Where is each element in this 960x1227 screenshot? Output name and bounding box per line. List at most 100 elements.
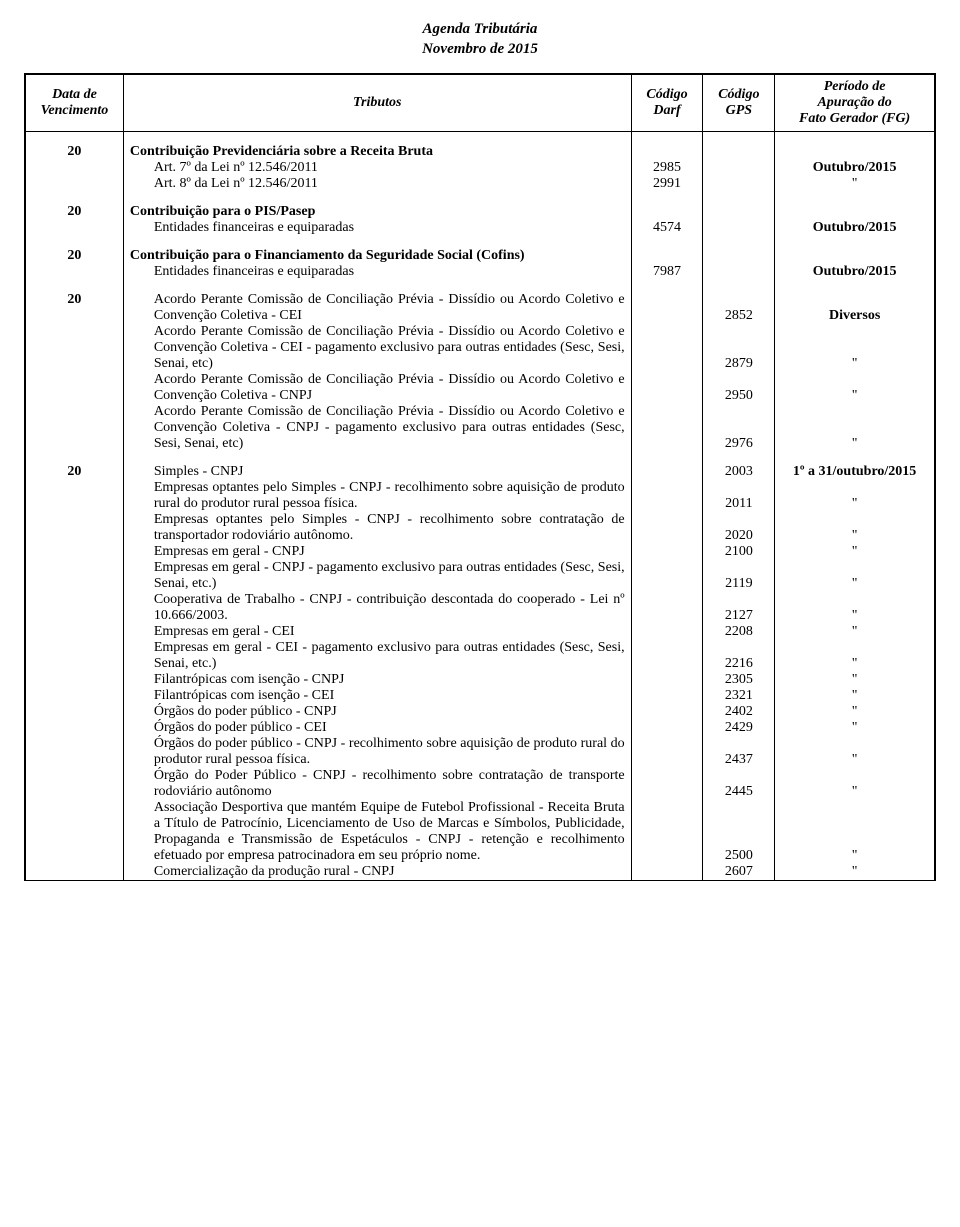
table-row: Comercialização da produção rural - CNPJ…: [26, 864, 935, 880]
cell: [703, 248, 775, 264]
cell: 20: [26, 144, 124, 160]
item-label: Empresas em geral - CNPJ - pagamento exc…: [130, 560, 625, 592]
section-title: Contribuição Previdenciária sobre a Rece…: [130, 144, 433, 159]
item-label: Associação Desportiva que mantém Equipe …: [130, 800, 625, 864]
table-row: 20 Contribuição para o Financiamento da S…: [26, 248, 935, 264]
cell: [26, 372, 124, 404]
cell: [26, 512, 124, 544]
cell: 2852: [703, 292, 775, 324]
cell: [631, 204, 703, 220]
cell: [775, 204, 935, 220]
table-row: 20 Contribuição para o PIS/Pasep: [26, 204, 935, 220]
cell: [703, 176, 775, 192]
item-label: Órgão do Poder Público - CNPJ - recolhim…: [130, 768, 625, 800]
doc-title: Agenda Tributária Novembro de 2015: [24, 20, 936, 59]
cell: [631, 864, 703, 880]
cell: [26, 768, 124, 800]
section-title: Contribuição para o PIS/Pasep: [130, 204, 316, 219]
cell: [26, 592, 124, 624]
table-row: Empresas em geral - CNPJ2100": [26, 544, 935, 560]
cell: 2100: [703, 544, 775, 560]
cell: 20: [26, 292, 124, 324]
cell: ": [775, 372, 935, 404]
cell: [631, 768, 703, 800]
cell: Acordo Perante Comissão de Conciliação P…: [123, 324, 631, 372]
cell: 1º a 31/outubro/2015: [775, 464, 935, 480]
cell: Empresas optantes pelo Simples - CNPJ - …: [123, 480, 631, 512]
cell: Cooperativa de Trabalho - CNPJ - contrib…: [123, 592, 631, 624]
cell: Entidades financeiras e equiparadas: [123, 220, 631, 236]
cell: Empresas em geral - CEI - pagamento excl…: [123, 640, 631, 672]
cell: 2402: [703, 704, 775, 720]
cell: Contribuição para o Financiamento da Seg…: [123, 248, 631, 264]
cell: [26, 624, 124, 640]
table-row: Acordo Perante Comissão de Conciliação P…: [26, 372, 935, 404]
table-row: Art. 7º da Lei nº 12.546/20112985Outubro…: [26, 160, 935, 176]
cell: [631, 292, 703, 324]
cell: [631, 464, 703, 480]
th-tributos: Tributos: [123, 75, 631, 132]
cell: [26, 160, 124, 176]
cell: [703, 220, 775, 236]
cell: Acordo Perante Comissão de Conciliação P…: [123, 404, 631, 452]
doc-title-line2: Novembro de 2015: [24, 40, 936, 60]
cell: [631, 324, 703, 372]
item-label: Acordo Perante Comissão de Conciliação P…: [130, 292, 625, 324]
cell: ": [775, 736, 935, 768]
item-label: Órgãos do poder público - CNPJ: [130, 704, 625, 720]
cell: ": [775, 480, 935, 512]
cell: [631, 544, 703, 560]
table-row: Órgãos do poder público - CNPJ2402": [26, 704, 935, 720]
cell: 2500: [703, 800, 775, 864]
cell: ": [775, 688, 935, 704]
item-label: Filantrópicas com isenção - CEI: [130, 688, 625, 704]
cell: [631, 372, 703, 404]
cell: Outubro/2015: [775, 160, 935, 176]
table-header-row: Data de Vencimento Tributos Código Darf …: [26, 75, 935, 132]
cell: Contribuição Previdenciária sobre a Rece…: [123, 144, 631, 160]
cell: Órgãos do poder público - CEI: [123, 720, 631, 736]
cell: Diversos: [775, 292, 935, 324]
cell: Entidades financeiras e equiparadas: [123, 264, 631, 280]
cell: [26, 264, 124, 280]
cell: Associação Desportiva que mantém Equipe …: [123, 800, 631, 864]
table-row: Órgãos do poder público - CEI2429": [26, 720, 935, 736]
table-row: Cooperativa de Trabalho - CNPJ - contrib…: [26, 592, 935, 624]
cell: ": [775, 800, 935, 864]
cell: [631, 480, 703, 512]
cell: 2011: [703, 480, 775, 512]
th-periodo: Período de Apuração do Fato Gerador (FG): [775, 75, 935, 132]
cell: Acordo Perante Comissão de Conciliação P…: [123, 372, 631, 404]
cell: 20: [26, 204, 124, 220]
cell: 2879: [703, 324, 775, 372]
cell: 2437: [703, 736, 775, 768]
table-row: 20 Contribuição Previdenciária sobre a Re…: [26, 144, 935, 160]
table-row: Empresas em geral - CEI2208": [26, 624, 935, 640]
table-row: Filantrópicas com isenção - CNPJ2305": [26, 672, 935, 688]
table-body: 20 Contribuição Previdenciária sobre a Re…: [26, 132, 935, 881]
spacer-row: [26, 236, 935, 248]
cell: [631, 592, 703, 624]
section-title: Contribuição para o Financiamento da Seg…: [130, 248, 525, 263]
item-label: Filantrópicas com isenção - CNPJ: [130, 672, 625, 688]
item-label: Acordo Perante Comissão de Conciliação P…: [130, 404, 625, 452]
cell: 2305: [703, 672, 775, 688]
cell: Empresas em geral - CEI: [123, 624, 631, 640]
cell: ": [775, 176, 935, 192]
cell: [26, 864, 124, 880]
cell: [775, 248, 935, 264]
cell: 2020: [703, 512, 775, 544]
cell: [631, 144, 703, 160]
cell: [631, 248, 703, 264]
cell: ": [775, 640, 935, 672]
cell: Empresas optantes pelo Simples - CNPJ - …: [123, 512, 631, 544]
cell: [703, 204, 775, 220]
cell: 2321: [703, 688, 775, 704]
cell: [26, 704, 124, 720]
item-label: Acordo Perante Comissão de Conciliação P…: [130, 324, 625, 372]
cell: ": [775, 720, 935, 736]
cell: 20: [26, 248, 124, 264]
cell: 2127: [703, 592, 775, 624]
table-row: Empresas em geral - CEI - pagamento excl…: [26, 640, 935, 672]
cell: [703, 160, 775, 176]
